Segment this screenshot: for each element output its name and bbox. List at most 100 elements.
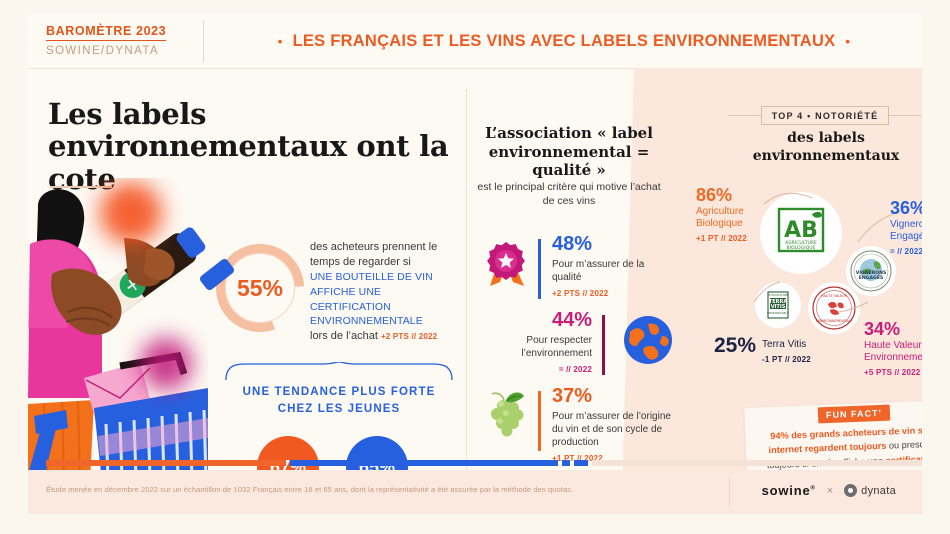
stat-55-donut: 55% [198,244,304,332]
title-underline [50,186,112,188]
donut-inner-outline [225,253,295,323]
infographic-canvas: BAROMÈTRE 2023 SOWINE/DYNATA • LES FRANÇA… [28,14,922,514]
svg-text:VIGNERONS: VIGNERONS [856,270,887,276]
rosette-icon [487,242,525,286]
terra-vitis-logo: VITICULTURE TERRA VITIS RESPONSABLE [767,291,789,319]
svg-text:RESPONSABLE: RESPONSABLE [767,311,789,315]
fun-fact-line1: 94% des grands acheteurs de vin [770,425,916,442]
footer-logos: sowine® × dynata [762,483,896,498]
footer-bar-light [592,460,922,466]
label-terra-vitis: 25% Terra Vitis -1 PT // 2022 [714,334,811,365]
svg-text:TERRA: TERRA [769,299,788,305]
stat-55-emphasis: UNE BOUTEILLE DE VIN AFFICHE UNE CERTIFI… [310,270,433,328]
criteria-row-44: 44% Pour respecter l’environnement = // … [476,310,676,384]
criteria-text-48: Pour m’assurer de la qualité [552,259,645,283]
label-value-36: 36% [890,198,922,218]
sowine-logo: sowine® [762,483,816,498]
hve-logo-circle: HAUTE VALEUR ENVIRONNEMENTALE [808,282,860,334]
footer: Étude menée en décembre 2022 sur un écha… [28,470,922,514]
top4-title: des labels environnementaux [752,130,900,164]
stat-55-delta: +2 PTS // 2022 [380,332,438,342]
footer-methodology-note: Étude menée en décembre 2022 sur un écha… [46,485,574,494]
footer-divider [729,478,730,506]
page-title: • LES FRANÇAIS ET LES VINS AVEC LABELS EN… [224,32,904,51]
label-name-86: Agriculture Biologique [696,205,744,230]
criteria-row-48: 48% Pour m’assurer de la qualité +2 PTS … [476,234,676,308]
criteria-value-48: 48% [552,233,593,255]
accent-bar-44 [602,315,605,375]
svg-text:AB: AB [784,218,818,243]
criteria-value-44: 44% [551,309,592,331]
dynata-mark-icon [844,484,858,497]
label-vignerons-engages: 36% Vignerons Engagés = // 2022 [890,198,922,257]
label-delta-25: -1 PT // 2022 [762,354,811,364]
dynata-logo: dynata [844,484,896,497]
label-delta-86: +1 PT // 2022 [696,233,747,243]
header: BAROMÈTRE 2023 SOWINE/DYNATA • LES FRANÇA… [28,14,922,68]
svg-text:ENGAGÉS: ENGAGÉS [859,273,884,281]
fun-fact-line2b: ou presque [888,439,922,451]
bracket-connector [225,362,453,380]
accent-bar-48 [538,239,541,299]
criteria-text-44: Pour respecter l’environnement [521,335,592,359]
terra-vitis-logo-circle: VITICULTURE TERRA VITIS RESPONSABLE [755,282,801,328]
label-delta-36: = // 2022 [890,246,922,256]
fun-fact-tag: FUN FACT’ [817,404,891,424]
sowine-logo-text: sowine [761,483,811,498]
footer-bar-orange [46,460,286,466]
top4-badge: TOP 4 • NOTORIÉTÉ [761,106,889,125]
shopper-illustration [28,178,208,482]
page-title-text: LES FRANÇAIS ET LES VINS AVEC LABELS ENV… [292,32,836,50]
decor-blob-orange [100,182,162,244]
label-name-25: Terra Vitis [762,339,807,350]
middle-subheading: est le principal critère qui motive l’ac… [477,181,661,208]
globe-icon [624,316,672,364]
youth-trend-title: UNE TENDANCE PLUS FORTE CHEZ LES JEUNES [242,386,436,416]
header-divider [203,20,204,62]
label-delta-34: +5 PTS // 2022 [864,367,921,377]
ve-logo-circle: VIGNERONS ENGAGÉS [846,246,896,296]
svg-text:HAUTE VALEUR: HAUTE VALEUR [821,294,848,298]
middle-heading: L’association « label environnemental = … [485,124,653,180]
criteria-delta-37: +1 PT // 2022 [552,454,603,463]
label-agriculture-biologique: 86% Agriculture Biologique +1 PT // 2022 [696,185,766,244]
footer-bar-blue-dash2 [574,460,588,466]
decor-blob-magenta [140,338,192,390]
svg-text:VITIS: VITIS [771,304,786,310]
criteria-value-37: 37% [552,385,593,407]
svg-text:ENVIRONNEMENTALE: ENVIRONNEMENTALE [816,319,852,323]
label-name-34: Haute Valeur Environnementale [864,339,922,364]
header-brand-block: BAROMÈTRE 2023 SOWINE/DYNATA [46,22,167,57]
criteria-row-37: 37% Pour m’assurer de l’origine du vin e… [476,386,676,463]
illustration-svg [28,189,208,482]
label-value-34: 34% [864,319,901,339]
criteria-delta-44: = // 2022 [558,365,592,374]
stat-55-value: 55% [236,274,284,301]
sowine-trademark: ® [810,485,816,492]
label-value-86: 86% [696,185,733,205]
criteria-text-37: Pour m’assurer de l’origine du vin et de… [552,411,671,448]
svg-text:AGRICULTURE: AGRICULTURE [785,240,817,246]
criteria-delta-48: +2 PTS // 2022 [552,289,609,298]
brand-subtitle: SOWINE/DYNATA [46,45,159,57]
label-haute-valeur-environnementale: 34% Haute Valeur Environnementale +5 PTS… [864,319,922,378]
accent-bar-37 [538,391,541,451]
middle-column-divider [466,90,467,470]
main-content: Les labels environnementaux ont la cote [28,68,922,514]
stat-55-description: des acheteurs prennent le temps de regar… [310,240,460,344]
footer-color-bars [28,460,922,466]
label-name-36: Vignerons Engagés [890,218,922,243]
bullet-right-icon: • [845,34,851,50]
svg-text:VITICULTURE: VITICULTURE [768,293,787,297]
svg-text:BIOLOGIQUE: BIOLOGIQUE [787,245,816,251]
vignerons-engages-logo: VIGNERONS ENGAGÉS [850,250,892,292]
stat-55-lead: des acheteurs prennent le temps de regar… [310,241,438,268]
stat-55-trail: lors de l’achat [310,330,378,343]
footer-bar-blue-dash1 [562,460,570,466]
brand-title: BAROMÈTRE 2023 [46,24,167,41]
footer-bar-blue [290,460,558,466]
dynata-logo-text: dynata [861,484,896,497]
label-value-25: 25% [714,334,757,357]
ab-agriculture-biologique-logo: AB AGRICULTURE BIOLOGIQUE [777,207,825,253]
